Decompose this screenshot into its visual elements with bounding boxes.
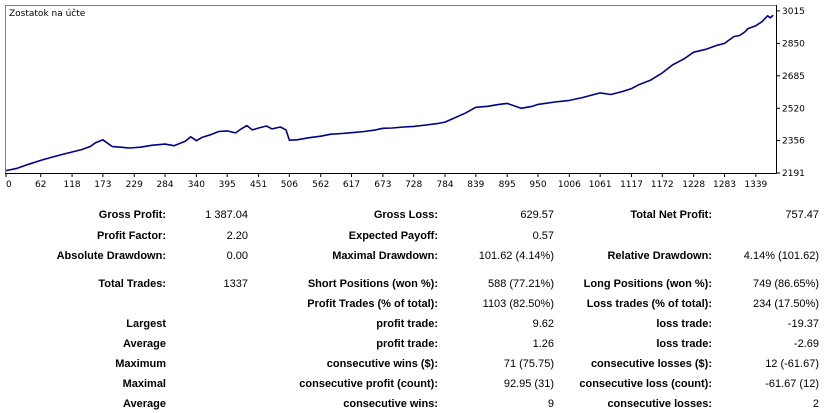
- maximal-drawdown-value: 101.62 (4.14%): [478, 250, 554, 262]
- balance-chart: Zostatok na účte 0 62 118 173 229 284 340 395 45…: [5, 5, 805, 190]
- long-positions-label: Long Positions (won %):: [583, 278, 712, 290]
- y-tick-label: 2356: [782, 137, 805, 147]
- gross-loss-label: Gross Loss:: [373, 209, 438, 221]
- absolute-drawdown-label: Absolute Drawdown:: [56, 250, 166, 262]
- profit-trades-label: Profit Trades (% of total):: [307, 298, 438, 310]
- average-consecutive-losses-label: consecutive losses:: [607, 398, 712, 410]
- average-profit-trade-value: 1.26: [532, 338, 554, 350]
- report-stats: Gross Profit: 1 387.04 Gross Loss: 629.5…: [0, 205, 827, 413]
- y-tick-label: 3015: [782, 7, 805, 17]
- maximal-consecutive-loss-value: -61.67 (12): [765, 378, 819, 390]
- max-consecutive-losses-value: 12 (-61.67): [765, 358, 819, 370]
- maximal-consecutive-profit-label: consecutive profit (count):: [299, 378, 438, 390]
- max-consecutive-wins-label: consecutive wins ($):: [326, 358, 438, 370]
- profit-factor-value: 2.20: [226, 230, 248, 242]
- x-tick-label: 1283: [713, 180, 736, 190]
- x-tick-label: 62: [35, 180, 46, 190]
- x-tick-label: 173: [94, 180, 111, 190]
- chart-title: Zostatok na účte: [9, 8, 86, 19]
- loss-trades-value: 234 (17.50%): [752, 298, 819, 310]
- gross-loss-value: 629.57: [520, 209, 554, 221]
- gross-profit-value: 1 387.04: [205, 209, 248, 221]
- x-tick-label: 395: [219, 180, 236, 190]
- maximal-drawdown-label: Maximal Drawdown:: [332, 250, 438, 262]
- x-tick-label: 1117: [620, 180, 643, 190]
- largest-loss-trade-value: -19.37: [787, 318, 819, 330]
- x-tick-label: 784: [436, 180, 453, 190]
- maximal-consecutive-profit-value: 92.95 (31): [503, 378, 554, 390]
- expected-payoff-label: Expected Payoff:: [348, 230, 438, 242]
- largest-profit-trade-value: 9.62: [532, 318, 554, 330]
- x-tick-label: 1006: [558, 180, 581, 190]
- x-tick-label: 1339: [744, 180, 767, 190]
- x-tick-label: 506: [281, 180, 298, 190]
- row-head-average: Average: [122, 338, 166, 350]
- gross-profit-label: Gross Profit:: [98, 209, 166, 221]
- y-tick-label: 2685: [782, 72, 805, 82]
- x-tick-label: 1228: [682, 180, 705, 190]
- max-consecutive-losses-label: consecutive losses ($):: [590, 358, 712, 370]
- loss-trades-label: Loss trades (% of total):: [586, 298, 712, 310]
- relative-drawdown-value: 4.14% (101.62): [743, 250, 819, 262]
- x-tick-label: 451: [250, 180, 267, 190]
- y-tick-label: 2520: [782, 104, 805, 114]
- row-head-average-consecutive: Average: [122, 398, 166, 410]
- x-axis-ticks: 0 62 118 173 229 284 340 395 451 506 562 617 673 728 7…: [5, 173, 768, 190]
- total-net-profit-label: Total Net Profit:: [630, 209, 712, 221]
- x-tick-label: 839: [467, 180, 484, 190]
- x-tick-label: 895: [499, 180, 516, 190]
- total-trades-value: 1337: [223, 278, 248, 290]
- average-loss-trade-label: loss trade:: [656, 338, 712, 350]
- average-consecutive-losses-value: 2: [812, 398, 819, 410]
- y-tick-label: 2191: [782, 169, 805, 179]
- y-axis-ticks: 2191 2356 2520 2685 2850 3015: [776, 7, 805, 179]
- profit-trades-value: 1103 (82.50%): [482, 298, 554, 310]
- x-tick-label: 950: [529, 180, 546, 190]
- x-tick-label: 118: [63, 180, 80, 190]
- x-tick-label: 340: [188, 180, 205, 190]
- x-tick-label: 1172: [651, 180, 674, 190]
- x-tick-label: 284: [156, 180, 173, 190]
- largest-profit-trade-label: profit trade:: [376, 318, 438, 330]
- average-consecutive-wins-label: consecutive wins:: [343, 398, 438, 410]
- total-net-profit-value: 757.47: [785, 209, 819, 221]
- total-trades-label: Total Trades:: [98, 278, 166, 290]
- profit-factor-label: Profit Factor:: [96, 230, 166, 242]
- balance-series-line: [5, 14, 774, 172]
- x-tick-label: 229: [126, 180, 143, 190]
- y-tick-label: 2850: [782, 39, 805, 49]
- row-head-largest: Largest: [126, 318, 166, 330]
- plot-area-frame: [5, 5, 777, 174]
- x-tick-label: 1061: [589, 180, 612, 190]
- average-profit-trade-label: profit trade:: [376, 338, 438, 350]
- x-tick-label: 673: [374, 180, 391, 190]
- absolute-drawdown-value: 0.00: [226, 250, 248, 262]
- x-tick-label: 728: [405, 180, 422, 190]
- short-positions-value: 588 (77.21%): [487, 278, 554, 290]
- max-consecutive-wins-value: 71 (75.75): [503, 358, 554, 370]
- largest-loss-trade-label: loss trade:: [656, 318, 712, 330]
- expected-payoff-value: 0.57: [532, 230, 554, 242]
- x-tick-label: 0: [6, 180, 12, 190]
- x-tick-label: 617: [343, 180, 360, 190]
- maximal-consecutive-loss-label: consecutive loss (count):: [579, 378, 712, 390]
- average-loss-trade-value: -2.69: [793, 338, 819, 350]
- row-head-maximal: Maximal: [122, 378, 166, 390]
- x-tick-label: 562: [312, 180, 329, 190]
- short-positions-label: Short Positions (won %):: [307, 278, 438, 290]
- row-head-maximum: Maximum: [115, 358, 166, 370]
- long-positions-value: 749 (86.65%): [752, 278, 819, 290]
- average-consecutive-wins-value: 9: [547, 398, 554, 410]
- relative-drawdown-label: Relative Drawdown:: [607, 250, 712, 262]
